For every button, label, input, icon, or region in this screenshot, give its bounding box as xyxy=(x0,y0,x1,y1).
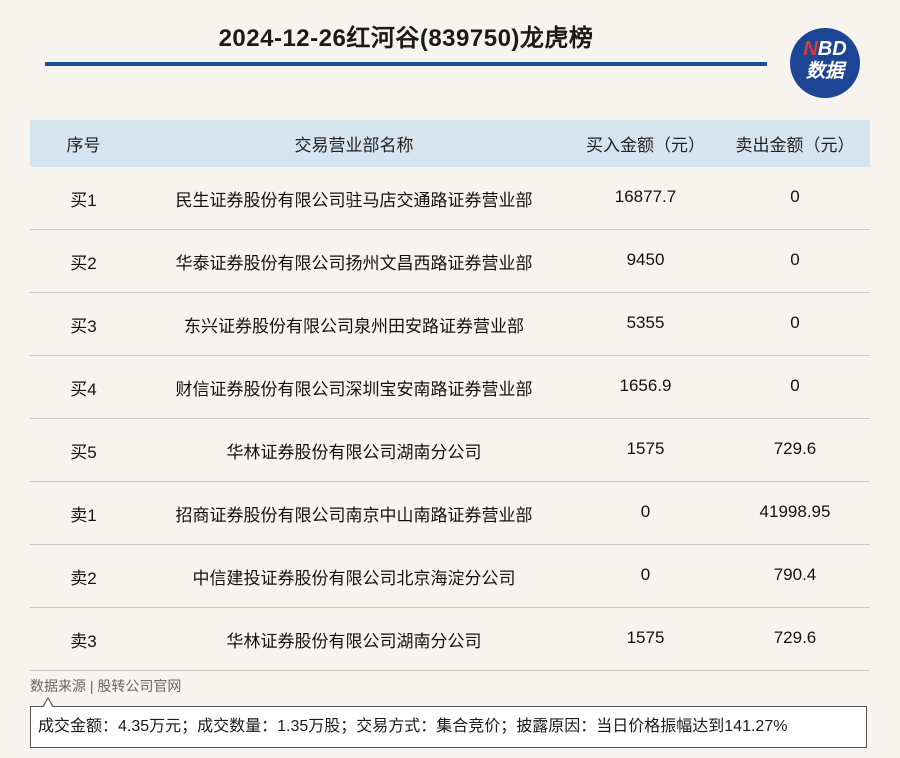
table-row: 买5 华林证券股份有限公司湖南分公司 1575 729.6 xyxy=(30,418,870,482)
logo-line-1: NBD xyxy=(790,39,860,59)
page-header: 2024-12-26红河谷(839750)龙虎榜 NBD 数据 xyxy=(0,0,900,110)
note-pointer-fill xyxy=(43,699,53,708)
table-row: 卖1 招商证券股份有限公司南京中山南路证券营业部 0 41998.95 xyxy=(30,481,870,545)
row-branch-name: 东兴证券股份有限公司泉州田安路证券营业部 xyxy=(137,292,571,356)
header-branch-name: 交易营业部名称 xyxy=(137,120,571,167)
row-branch-name: 中信建投证券股份有限公司北京海淀分公司 xyxy=(137,544,571,608)
row-sell-amount: 0 xyxy=(720,355,870,419)
row-sell-amount: 0 xyxy=(720,167,870,230)
row-seq: 买2 xyxy=(30,229,137,293)
row-seq: 买1 xyxy=(30,167,137,230)
logo-letter-n: N xyxy=(803,38,818,60)
nbd-logo: NBD 数据 xyxy=(790,28,860,98)
row-seq: 买3 xyxy=(30,292,137,356)
logo-letters-bd: BD xyxy=(817,38,847,60)
row-seq: 买5 xyxy=(30,418,137,482)
row-buy-amount: 1575 xyxy=(571,418,720,482)
row-seq: 卖2 xyxy=(30,544,137,608)
table-row: 卖3 华林证券股份有限公司湖南分公司 1575 729.6 xyxy=(30,607,870,671)
row-branch-name: 华林证券股份有限公司湖南分公司 xyxy=(137,418,571,482)
trade-summary-note: 成交金额：4.35万元；成交数量：1.35万股；交易方式：集合竞价；披露原因：当… xyxy=(30,706,867,748)
row-buy-amount: 1575 xyxy=(571,607,720,671)
row-sell-amount: 729.6 xyxy=(720,418,870,482)
row-branch-name: 民生证券股份有限公司驻马店交通路证券营业部 xyxy=(137,167,571,230)
header-sell-amount: 卖出金额（元） xyxy=(720,120,870,167)
row-seq: 卖1 xyxy=(30,481,137,545)
row-sell-amount: 729.6 xyxy=(720,607,870,671)
row-branch-name: 华林证券股份有限公司湖南分公司 xyxy=(137,607,571,671)
row-sell-amount: 41998.95 xyxy=(720,481,870,545)
row-buy-amount: 0 xyxy=(571,481,720,545)
data-source: 数据来源 | 股转公司官网 xyxy=(30,678,182,694)
table-row: 买4 财信证券股份有限公司深圳宝安南路证券营业部 1656.9 0 xyxy=(30,355,870,419)
table-header-row: 序号 交易营业部名称 买入金额（元） 卖出金额（元） xyxy=(30,120,870,167)
row-branch-name: 招商证券股份有限公司南京中山南路证券营业部 xyxy=(137,481,571,545)
row-sell-amount: 790.4 xyxy=(720,544,870,608)
header-seq: 序号 xyxy=(30,120,137,167)
page-title: 2024-12-26红河谷(839750)龙虎榜 xyxy=(218,25,594,52)
row-buy-amount: 1656.9 xyxy=(571,355,720,419)
logo-line-2: 数据 xyxy=(805,61,844,82)
row-buy-amount: 0 xyxy=(571,544,720,608)
row-buy-amount: 9450 xyxy=(571,229,720,293)
table-row: 买2 华泰证券股份有限公司扬州文昌西路证券营业部 9450 0 xyxy=(30,229,870,293)
row-branch-name: 华泰证券股份有限公司扬州文昌西路证券营业部 xyxy=(137,229,571,293)
row-sell-amount: 0 xyxy=(720,292,870,356)
dragon-tiger-table: 序号 交易营业部名称 买入金额（元） 卖出金额（元） 买1 民生证券股份有限公司驻… xyxy=(30,120,870,671)
row-branch-name: 财信证券股份有限公司深圳宝安南路证券营业部 xyxy=(137,355,571,419)
row-sell-amount: 0 xyxy=(720,229,870,293)
header-buy-amount: 买入金额（元） xyxy=(571,120,720,167)
title-underline xyxy=(45,62,767,66)
row-buy-amount: 5355 xyxy=(571,292,720,356)
table-body: 买1 民生证券股份有限公司驻马店交通路证券营业部 16877.7 0 买2 华泰证券股份有… xyxy=(30,167,870,671)
table-row: 买3 东兴证券股份有限公司泉州田安路证券营业部 5355 0 xyxy=(30,292,870,356)
table-row: 卖2 中信建投证券股份有限公司北京海淀分公司 0 790.4 xyxy=(30,544,870,608)
row-buy-amount: 16877.7 xyxy=(571,167,720,230)
row-seq: 买4 xyxy=(30,355,137,419)
table-row: 买1 民生证券股份有限公司驻马店交通路证券营业部 16877.7 0 xyxy=(30,167,870,230)
row-seq: 卖3 xyxy=(30,607,137,671)
